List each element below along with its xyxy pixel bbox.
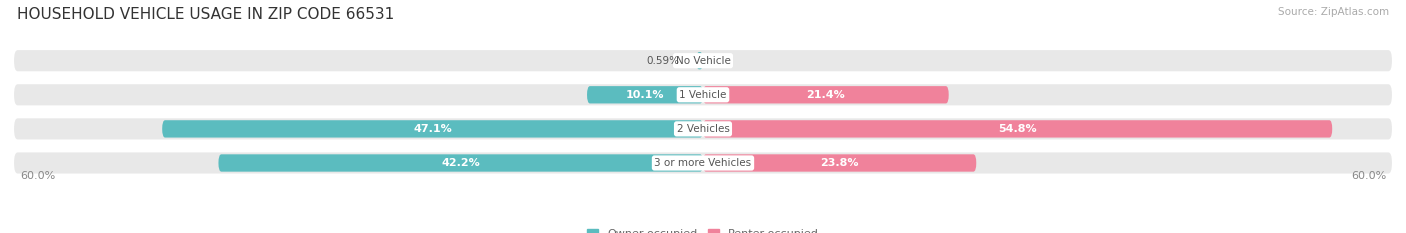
- FancyBboxPatch shape: [14, 152, 1392, 174]
- FancyBboxPatch shape: [703, 120, 1333, 137]
- FancyBboxPatch shape: [14, 118, 1392, 140]
- Text: 54.8%: 54.8%: [998, 124, 1038, 134]
- Text: 2 Vehicles: 2 Vehicles: [676, 124, 730, 134]
- FancyBboxPatch shape: [703, 86, 949, 103]
- Text: 21.4%: 21.4%: [807, 90, 845, 100]
- FancyBboxPatch shape: [14, 84, 1392, 105]
- Text: 0.59%: 0.59%: [645, 56, 679, 66]
- FancyBboxPatch shape: [218, 154, 703, 172]
- Text: 60.0%: 60.0%: [20, 171, 55, 181]
- Text: 1 Vehicle: 1 Vehicle: [679, 90, 727, 100]
- FancyBboxPatch shape: [696, 52, 703, 69]
- Text: 23.8%: 23.8%: [820, 158, 859, 168]
- Text: Source: ZipAtlas.com: Source: ZipAtlas.com: [1278, 7, 1389, 17]
- Text: No Vehicle: No Vehicle: [675, 56, 731, 66]
- FancyBboxPatch shape: [162, 120, 703, 137]
- Text: 3 or more Vehicles: 3 or more Vehicles: [654, 158, 752, 168]
- FancyBboxPatch shape: [14, 50, 1392, 71]
- FancyBboxPatch shape: [703, 154, 976, 172]
- Text: HOUSEHOLD VEHICLE USAGE IN ZIP CODE 66531: HOUSEHOLD VEHICLE USAGE IN ZIP CODE 6653…: [17, 7, 394, 22]
- FancyBboxPatch shape: [588, 86, 703, 103]
- Legend: Owner-occupied, Renter-occupied: Owner-occupied, Renter-occupied: [582, 224, 824, 233]
- Text: 42.2%: 42.2%: [441, 158, 479, 168]
- Text: 60.0%: 60.0%: [1351, 171, 1386, 181]
- Text: 10.1%: 10.1%: [626, 90, 664, 100]
- Text: 47.1%: 47.1%: [413, 124, 451, 134]
